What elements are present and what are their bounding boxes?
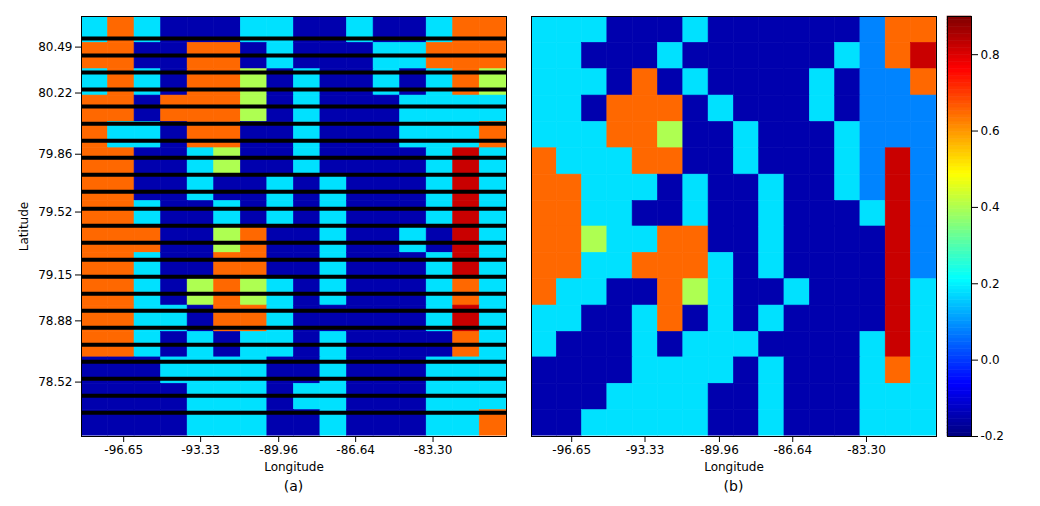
svg-text:0.8: 0.8 — [981, 48, 1000, 62]
svg-text:-83.30: -83.30 — [414, 443, 453, 457]
svg-text:-89.96: -89.96 — [259, 443, 298, 457]
svg-text:-0.2: -0.2 — [981, 429, 1004, 443]
svg-text:0.0: 0.0 — [981, 353, 1000, 367]
svg-text:-86.64: -86.64 — [336, 443, 375, 457]
svg-text:-96.65: -96.65 — [552, 443, 591, 457]
svg-text:-93.33: -93.33 — [181, 443, 220, 457]
svg-text:80.22: 80.22 — [38, 86, 72, 100]
svg-text:79.86: 79.86 — [38, 147, 72, 161]
svg-text:-96.65: -96.65 — [104, 443, 143, 457]
svg-text:Longitude: Longitude — [264, 460, 324, 474]
svg-text:-86.64: -86.64 — [773, 443, 812, 457]
svg-text:Latitude: Latitude — [17, 202, 31, 251]
svg-text:0.6: 0.6 — [981, 124, 1000, 138]
html-text:(a): (a) — [283, 478, 304, 494]
svg-text:-83.30: -83.30 — [847, 443, 886, 457]
svg-text:78.52: 78.52 — [38, 375, 72, 389]
svg-text:Longitude: Longitude — [704, 460, 764, 474]
svg-text:80.49: 80.49 — [38, 40, 72, 54]
svg-text:0.4: 0.4 — [981, 200, 1000, 214]
svg-text:0.2: 0.2 — [981, 277, 1000, 291]
svg-text:78.88: 78.88 — [38, 314, 72, 328]
svg-text:79.15: 79.15 — [38, 268, 72, 282]
html-text:(b): (b) — [723, 478, 744, 494]
svg-text:-89.96: -89.96 — [700, 443, 739, 457]
svg-text:79.52: 79.52 — [38, 205, 72, 219]
svg-text:-93.33: -93.33 — [626, 443, 665, 457]
